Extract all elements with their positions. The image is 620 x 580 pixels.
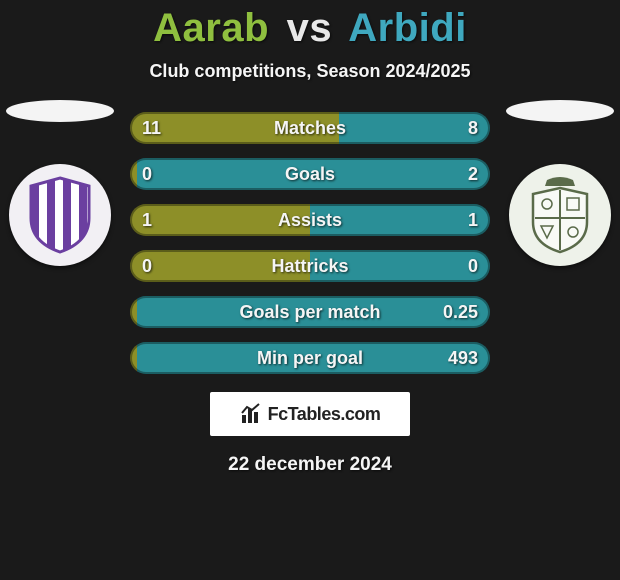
- stat-bar: 493Min per goal: [130, 342, 490, 374]
- branding-text: FcTables.com: [268, 404, 381, 425]
- left-side: [0, 100, 120, 266]
- title-left: Aarab: [153, 6, 269, 50]
- right-player-placeholder: [506, 100, 614, 122]
- date-text: 22 december 2024: [228, 454, 392, 476]
- title-vs: vs: [287, 6, 333, 50]
- stats-column: 118Matches 02Goals 11Assists 00Hattricks 0.2…: [130, 100, 490, 374]
- right-club-badge: [509, 164, 611, 266]
- left-club-badge: [9, 164, 111, 266]
- stat-bar: 0.25Goals per match: [130, 296, 490, 328]
- subtitle: Club competitions, Season 2024/2025: [149, 61, 470, 82]
- stat-bar: 00Hattricks: [130, 250, 490, 282]
- stat-bar: 02Goals: [130, 158, 490, 190]
- right-side: [500, 100, 620, 266]
- page-title: Aarab vs Arbidi: [153, 6, 467, 51]
- body-row: 118Matches 02Goals 11Assists 00Hattricks 0.2…: [0, 100, 620, 374]
- chart-icon: [240, 403, 262, 425]
- stat-bar: 118Matches: [130, 112, 490, 144]
- comparison-card: Aarab vs Arbidi Club competitions, Seaso…: [0, 0, 620, 580]
- branding-box: FcTables.com: [210, 392, 410, 436]
- stat-bar: 11Assists: [130, 204, 490, 236]
- title-right: Arbidi: [348, 6, 467, 50]
- left-player-placeholder: [6, 100, 114, 122]
